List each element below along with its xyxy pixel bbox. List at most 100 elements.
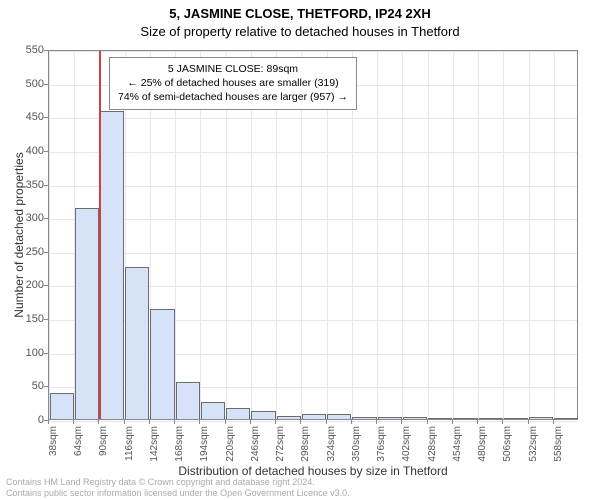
gridline-vertical (453, 51, 454, 419)
x-tick-mark (225, 420, 226, 424)
y-tick-label: 450 (4, 111, 44, 123)
histogram-bar (201, 402, 225, 419)
histogram-bar (277, 416, 301, 419)
x-tick-label: 194sqm (199, 426, 210, 466)
gridline-vertical (554, 51, 555, 419)
y-tick-label: 350 (4, 179, 44, 191)
chart-title-address: 5, JASMINE CLOSE, THETFORD, IP24 2XH (0, 6, 600, 21)
x-tick-label: 350sqm (351, 426, 362, 466)
x-tick-label: 324sqm (326, 426, 337, 466)
gridline-vertical (529, 51, 530, 419)
x-tick-label: 246sqm (250, 426, 261, 466)
footer-line1: Contains HM Land Registry data © Crown c… (6, 477, 350, 487)
gridline-horizontal (49, 421, 577, 422)
x-tick-label: 532sqm (528, 426, 539, 466)
x-tick-mark (174, 420, 175, 424)
callout-line2: ← 25% of detached houses are smaller (31… (118, 76, 348, 90)
histogram-bar (226, 408, 250, 419)
histogram-bar (479, 418, 503, 419)
x-tick-mark (401, 420, 402, 424)
gridline-horizontal (49, 152, 577, 153)
y-tick-mark (44, 151, 48, 152)
y-tick-label: 150 (4, 313, 44, 325)
y-tick-mark (44, 285, 48, 286)
callout-line1: 5 JASMINE CLOSE: 89sqm (118, 62, 348, 76)
x-tick-label: 454sqm (452, 426, 463, 466)
gridline-vertical (49, 51, 50, 419)
y-tick-mark (44, 252, 48, 253)
x-tick-label: 220sqm (225, 426, 236, 466)
y-tick-label: 0 (4, 414, 44, 426)
y-tick-mark (44, 117, 48, 118)
x-tick-mark (326, 420, 327, 424)
x-tick-mark (124, 420, 125, 424)
gridline-vertical (478, 51, 479, 419)
property-marker-line (99, 51, 101, 419)
y-tick-mark (44, 319, 48, 320)
x-tick-mark (149, 420, 150, 424)
y-tick-label: 550 (4, 44, 44, 56)
gridline-horizontal (49, 219, 577, 220)
x-tick-label: 38sqm (48, 426, 59, 466)
y-tick-label: 300 (4, 212, 44, 224)
gridline-horizontal (49, 118, 577, 119)
y-tick-label: 50 (4, 380, 44, 392)
histogram-bar (50, 393, 74, 419)
x-tick-label: 116sqm (124, 426, 135, 466)
histogram-bar (378, 417, 402, 419)
histogram-bar (428, 418, 452, 419)
y-tick-label: 500 (4, 78, 44, 90)
y-tick-label: 250 (4, 246, 44, 258)
x-tick-mark (73, 420, 74, 424)
x-tick-mark (351, 420, 352, 424)
histogram-bar (251, 411, 275, 419)
histogram-bar (176, 382, 200, 419)
histogram-bar (75, 208, 99, 419)
y-axis-label-container: Number of detached properties (12, 50, 26, 420)
y-tick-mark (44, 185, 48, 186)
x-tick-mark (528, 420, 529, 424)
x-tick-mark (250, 420, 251, 424)
histogram-bar (554, 418, 578, 419)
histogram-bar (453, 418, 477, 419)
histogram-bar (352, 417, 376, 419)
x-tick-label: 64sqm (73, 426, 84, 466)
y-tick-mark (44, 50, 48, 51)
x-tick-label: 298sqm (300, 426, 311, 466)
x-tick-mark (427, 420, 428, 424)
x-tick-label: 272sqm (275, 426, 286, 466)
histogram-bar (529, 417, 553, 419)
callout-box: 5 JASMINE CLOSE: 89sqm← 25% of detached … (109, 57, 357, 110)
y-tick-label: 400 (4, 145, 44, 157)
histogram-bar (403, 417, 427, 419)
y-tick-mark (44, 386, 48, 387)
footer-attribution: Contains HM Land Registry data © Crown c… (6, 477, 350, 498)
x-tick-mark (98, 420, 99, 424)
gridline-horizontal (49, 186, 577, 187)
x-axis-label: Distribution of detached houses by size … (48, 464, 578, 478)
histogram-bar (302, 414, 326, 419)
chart-title-description: Size of property relative to detached ho… (0, 24, 600, 39)
x-tick-mark (300, 420, 301, 424)
x-tick-label: 480sqm (477, 426, 488, 466)
x-tick-mark (452, 420, 453, 424)
x-tick-label: 428sqm (427, 426, 438, 466)
y-tick-label: 200 (4, 279, 44, 291)
gridline-vertical (377, 51, 378, 419)
x-tick-label: 142sqm (149, 426, 160, 466)
gridline-vertical (428, 51, 429, 419)
histogram-bar (327, 414, 351, 419)
x-tick-label: 168sqm (174, 426, 185, 466)
y-tick-mark (44, 218, 48, 219)
x-tick-mark (275, 420, 276, 424)
gridline-vertical (402, 51, 403, 419)
y-tick-mark (44, 84, 48, 85)
x-tick-label: 402sqm (401, 426, 412, 466)
histogram-bar (125, 267, 149, 419)
chart-plot-area: 5 JASMINE CLOSE: 89sqm← 25% of detached … (48, 50, 578, 420)
gridline-horizontal (49, 51, 577, 52)
x-tick-mark (477, 420, 478, 424)
x-tick-label: 90sqm (98, 426, 109, 466)
x-tick-label: 376sqm (376, 426, 387, 466)
callout-line3: 74% of semi-detached houses are larger (… (118, 90, 348, 104)
